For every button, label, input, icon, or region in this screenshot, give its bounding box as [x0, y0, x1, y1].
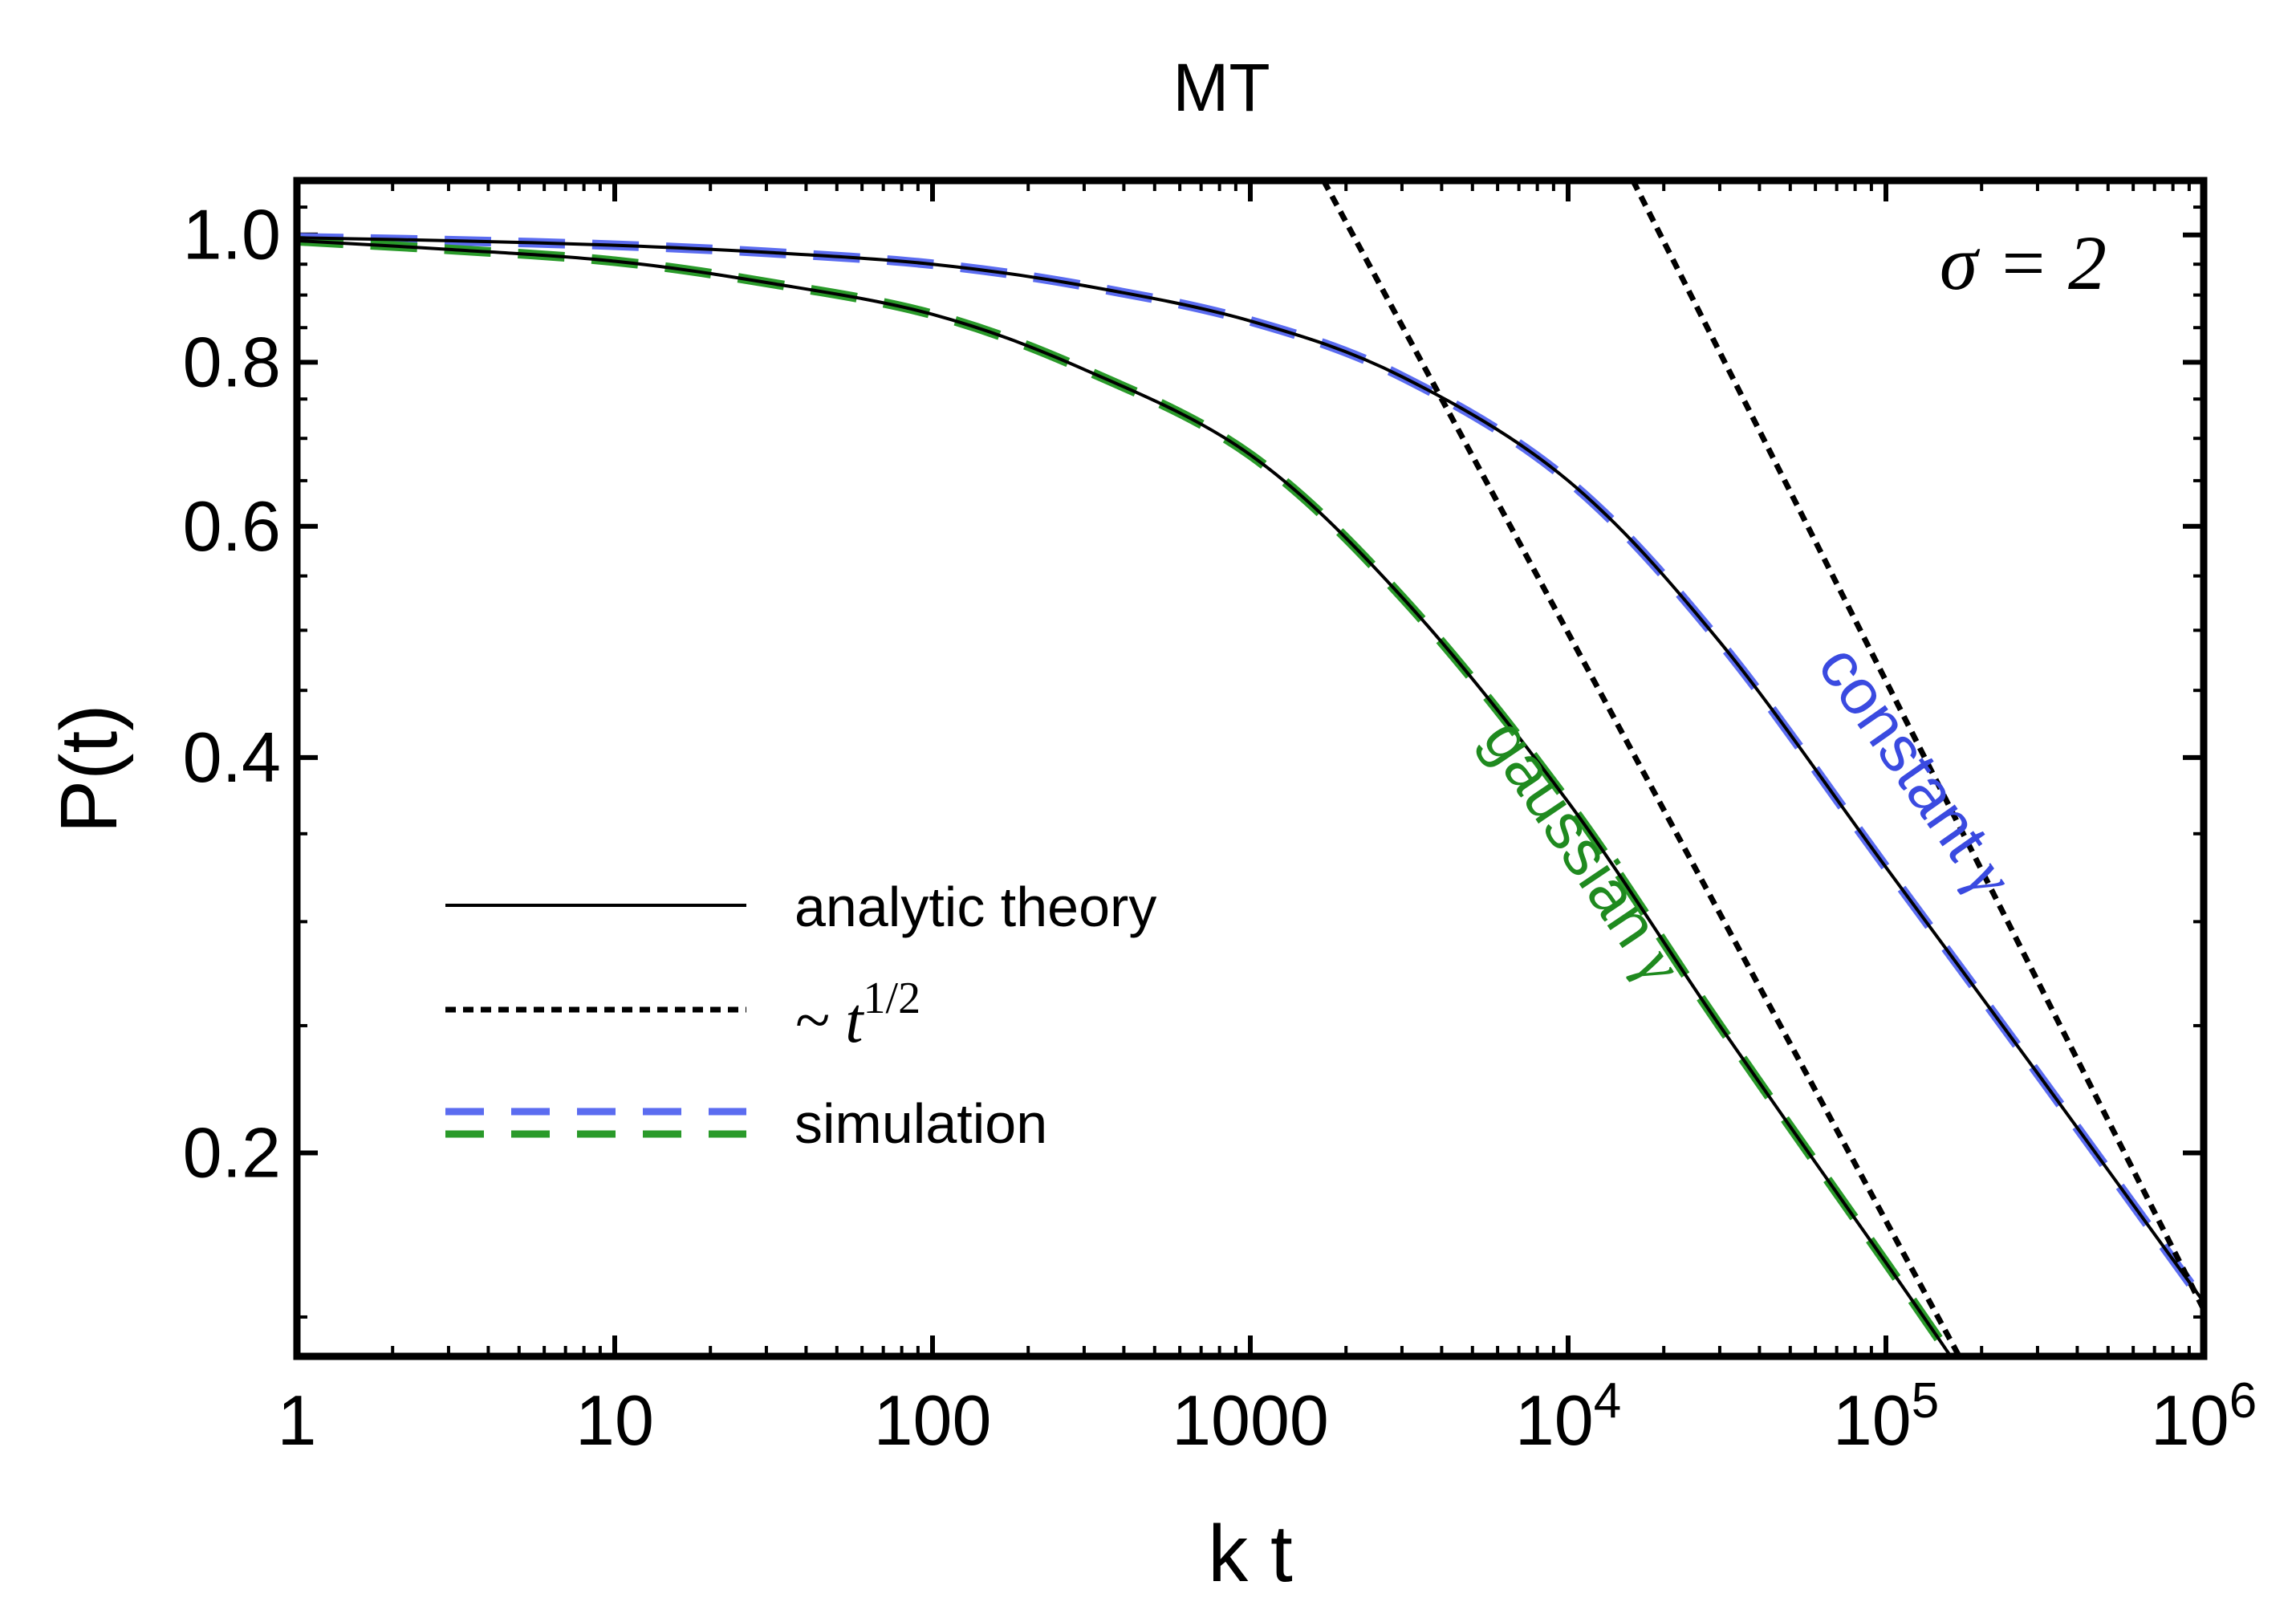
- curve-label-text: constant γ: [1804, 632, 2028, 909]
- curve-label-gaussian: gaussian γ: [1469, 706, 1698, 997]
- x-tick-label: 1: [278, 1380, 317, 1460]
- curve-labels-layer: constant γ gaussian γ: [1469, 632, 2028, 997]
- x-tick-label: 104: [1515, 1373, 1621, 1460]
- chart-title: MT: [1172, 50, 1270, 125]
- y-tick-label: 0.6: [183, 486, 281, 566]
- curves-layer: [297, 181, 2204, 1356]
- x-tick-label: 105: [1833, 1373, 1939, 1460]
- x-tick-label: 1000: [1172, 1380, 1329, 1460]
- sigma-annotation: σ = 2: [1940, 220, 2107, 306]
- legend-label: analytic theory: [794, 876, 1156, 938]
- x-tick-label: 100: [874, 1380, 992, 1460]
- series-constant-solid: [297, 236, 2204, 1303]
- curve-label-text: gaussian γ: [1469, 706, 1698, 997]
- x-tick-label: 106: [2151, 1373, 2257, 1460]
- y-tick-label: 0.8: [183, 322, 281, 401]
- y-tick-label: 1.0: [183, 195, 281, 274]
- legend-label-power: ~ t1/2: [794, 974, 920, 1056]
- series-asymptote-dotted: [1321, 181, 1962, 1356]
- series-gaussian-solid: [297, 238, 1953, 1356]
- x-axis-label: k t: [1208, 1509, 1293, 1599]
- legend: analytic theory ~ t1/2 simulation: [445, 876, 1156, 1155]
- plot-frame: [293, 177, 2208, 1360]
- y-axis-label: P(t): [44, 704, 134, 833]
- legend-label: simulation: [794, 1092, 1047, 1155]
- y-tick-label: 0.4: [183, 718, 281, 797]
- ticks-layer: 1 10 100 1000 104 105 106 1.0 0.8 0.6 0.4 0.2: [183, 181, 2257, 1460]
- y-tick-label: 0.2: [183, 1113, 281, 1193]
- series-gaussian-dashed: [297, 235, 1955, 1356]
- x-tick-label: 10: [575, 1380, 654, 1460]
- curve-label-constant: constant γ: [1804, 632, 2028, 909]
